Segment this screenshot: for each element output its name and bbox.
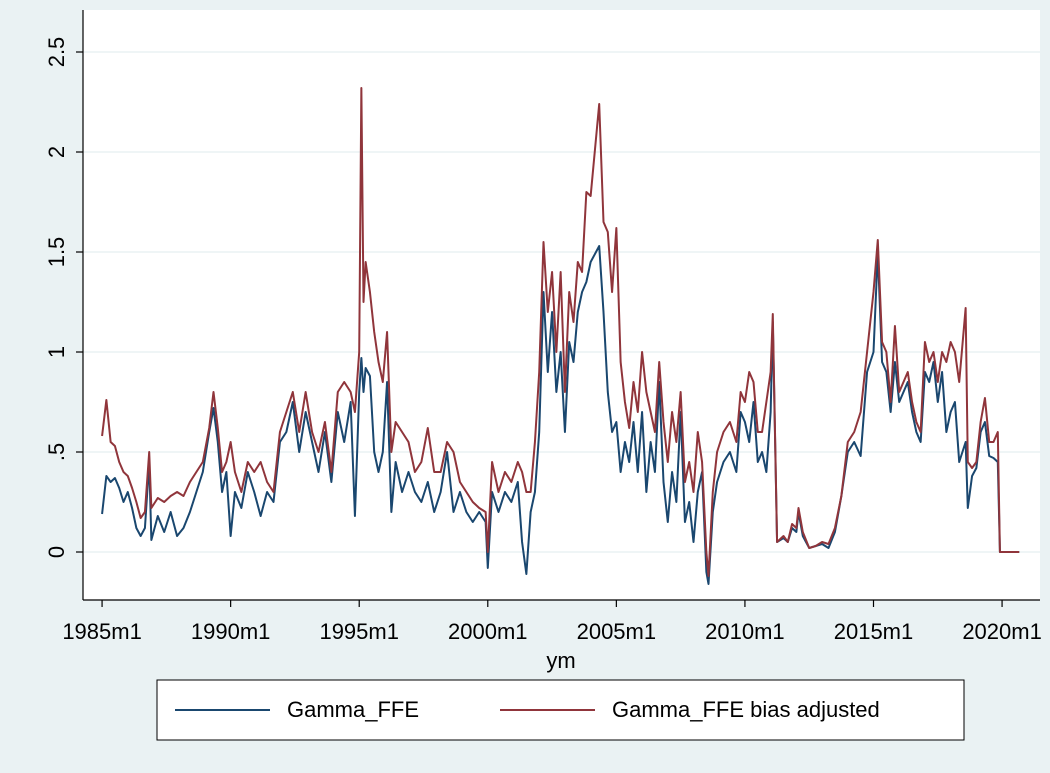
x-tick-label: 1990m1 [191,619,271,644]
legend-label: Gamma_FFE bias adjusted [612,697,880,722]
y-tick-label: .5 [44,443,69,461]
x-tick-label: 2015m1 [834,619,914,644]
y-tick-label: 2.5 [44,37,69,68]
x-tick-label: 2000m1 [448,619,528,644]
legend-label: Gamma_FFE [287,697,419,722]
y-tick-label: 2 [44,146,69,158]
x-tick-label: 2020m1 [962,619,1042,644]
x-tick-label: 1985m1 [62,619,142,644]
y-tick-label: 1 [44,346,69,358]
x-tick-label: 1995m1 [319,619,399,644]
legend [156,679,965,741]
x-axis-label: ym [546,648,575,673]
x-tick-label: 2010m1 [705,619,785,644]
x-tick-label: 2005m1 [577,619,657,644]
y-tick-label: 1.5 [44,237,69,268]
series-line [101,87,1020,577]
y-tick-label: 0 [44,546,69,558]
series-line [101,245,1020,585]
